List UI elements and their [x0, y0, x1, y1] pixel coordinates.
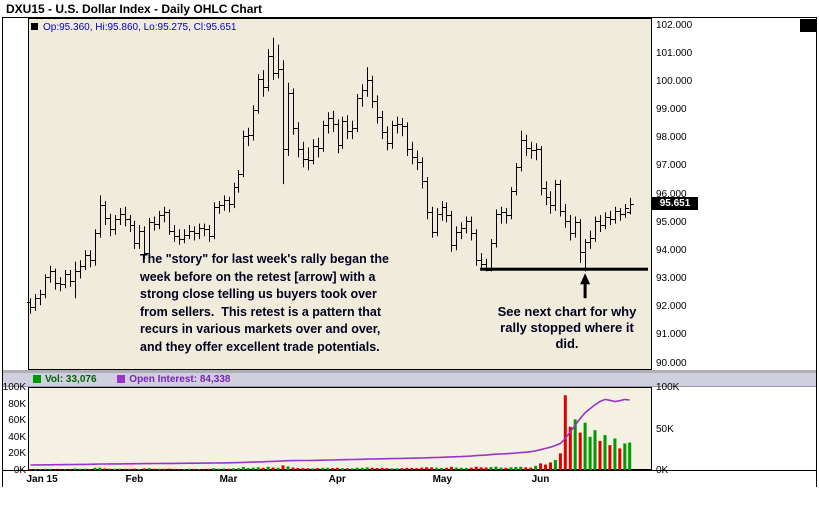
story-line: from sellers. This retest is a pattern t…	[140, 304, 382, 319]
price-axis-label: 96.000	[656, 188, 687, 200]
month-label: May	[432, 474, 453, 485]
support-line	[480, 267, 648, 271]
pane-splitter[interactable]	[3, 370, 816, 373]
month-label: Mar	[219, 474, 238, 485]
month-label: Jun	[531, 474, 550, 485]
story-line: strong close telling us buyers took over	[140, 287, 377, 301]
volume-axis-label: 100K	[656, 382, 680, 393]
price-axis-label: 95.000	[656, 216, 687, 228]
volume-panel[interactable]	[28, 387, 652, 470]
price-axis-label: 92.000	[656, 301, 687, 313]
month-label: Jan 15	[26, 474, 58, 485]
story-line: The "story" for last week's rally began …	[140, 252, 389, 266]
price-axis-label: 99.000	[656, 104, 687, 115]
ohlc-bars	[27, 37, 634, 314]
price-axis-label: 102.000	[656, 19, 693, 31]
ohlc-legend-text: Op:95.360, Hi:95.860, Lo:95.275, Cl:95.6…	[43, 22, 237, 33]
price-panel[interactable]	[28, 18, 652, 370]
x-axis: Jan 15 Feb Mar Apr May Jun	[3, 470, 816, 487]
open-interest-line	[30, 398, 630, 466]
volume-axis-label: 0K	[13, 465, 26, 476]
price-axis: 90.000 91.000 92.000 93.000 94.000 95.000 96.0…	[656, 0, 716, 512]
volume-axis-label: 20K	[8, 448, 26, 460]
seenext-line: did.	[555, 336, 579, 351]
volume-axis-right: 0K 50K 100K	[656, 0, 696, 512]
window-title: DXU15 - U.S. Dollar Index - Daily OHLC C…	[0, 0, 819, 17]
volume-bars	[29, 395, 632, 471]
ohlc-legend-marker-icon	[31, 23, 38, 30]
price-axis-label: 94.000	[656, 244, 687, 256]
month-label: Feb	[125, 474, 144, 485]
price-axis-label: 98.000	[656, 132, 687, 144]
volume-axis-label: 60K	[8, 415, 26, 427]
volume-pane-header: Vol: 33,076 Open Interest: 84,338	[3, 373, 816, 387]
price-axis-label: 90.000	[656, 357, 687, 369]
seenext-line: rally stopped where it	[500, 320, 634, 335]
volume-axis-left: 0K 20K 40K 60K 80K 100K	[1, 0, 26, 512]
story-annotation: The "story" for last week's rally began …	[140, 251, 389, 356]
corner-button[interactable]	[800, 19, 816, 32]
volume-axis-label: 80K	[8, 398, 26, 410]
volume-axis-label: 50K	[656, 423, 674, 435]
seenext-line: See next chart for why	[497, 304, 637, 319]
retest-arrow-icon	[580, 273, 591, 299]
volume-axis-label: 100K	[2, 382, 26, 393]
story-line: recurs in various markets over and over,	[140, 322, 381, 336]
price-axis-label: 91.000	[656, 329, 687, 341]
volume-legend: Vol: 33,076	[45, 374, 97, 385]
current-price-tag: 95.651	[652, 197, 698, 211]
next-chart-annotation: See next chart for why rally stopped whe…	[482, 304, 652, 352]
volume-axis-label: 40K	[8, 431, 26, 443]
price-axis-label: 93.000	[656, 273, 687, 284]
price-axis-label: 97.000	[656, 160, 687, 172]
ohlc-legend: Op:95.360, Hi:95.860, Lo:95.275, Cl:95.6…	[31, 22, 236, 33]
open-interest-legend: Open Interest: 84,338	[129, 374, 231, 385]
price-axis-label: 100.000	[656, 75, 693, 87]
story-line: and they offer excellent trade potential…	[140, 339, 380, 354]
volume-legend-swatch-icon	[33, 375, 41, 383]
story-line: week before on the retest [arrow] with a	[140, 269, 376, 284]
open-interest-legend-swatch-icon	[117, 375, 126, 383]
month-label: Apr	[328, 474, 346, 485]
volume-axis-label: 0K	[656, 465, 669, 476]
price-axis-label: 101.000	[656, 47, 693, 59]
